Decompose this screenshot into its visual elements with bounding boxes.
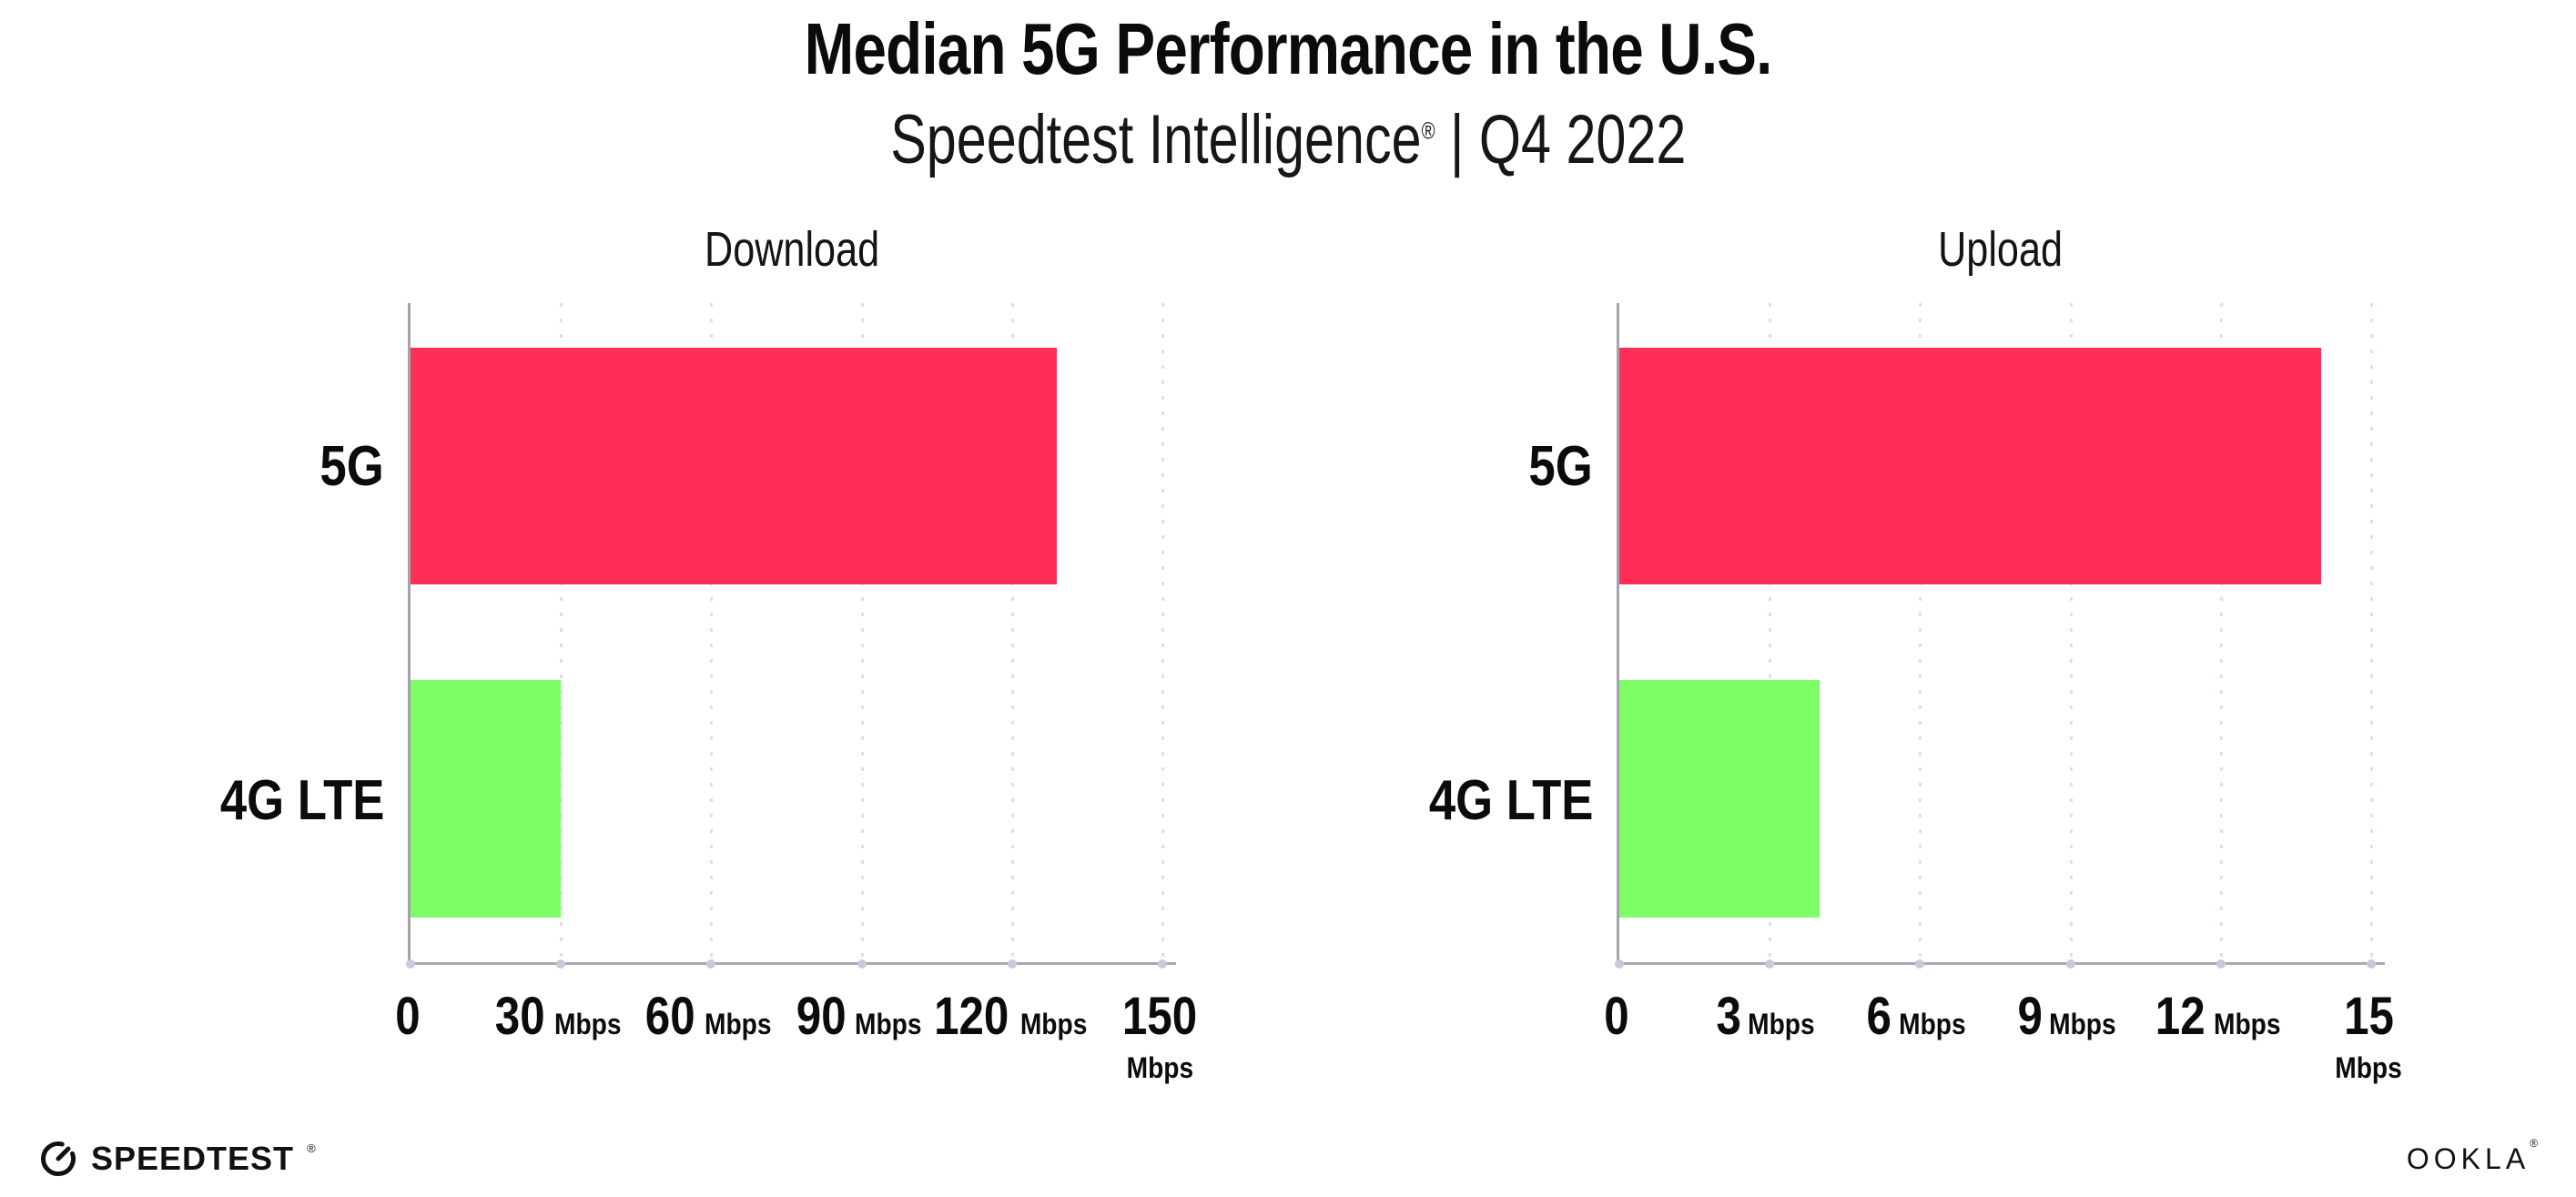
plot-area-upload: [1615, 303, 2385, 969]
axis-tick-dot-60: [706, 959, 716, 969]
x-tick-download-90: 90 Mbps: [792, 987, 927, 1047]
category-label-5g: 5G: [1528, 435, 1593, 499]
x-tick-unit: Mbps: [855, 1008, 922, 1041]
x-tick-unit: Mbps: [553, 1008, 622, 1041]
x-axis-upload: 0 3 Mbps 6 Mbps 9 Mbps 12 Mbps 15Mbps: [1604, 987, 2401, 1123]
plot-area-download: [406, 303, 1176, 969]
x-tick-value: 0: [395, 987, 421, 1047]
download-chart: Download 5G 4G LTE 0 30 Mbps 60 Mbps 90 Mbps 120…: [0, 219, 1288, 1123]
x-tick-upload-9: 9 Mbps: [2015, 987, 2121, 1047]
bar-4g-lte-upload: [1619, 680, 1820, 918]
x-tick-value: 3: [1716, 987, 1742, 1047]
speedtest-registered-mark: ®: [307, 1141, 316, 1155]
bar-5g-upload: [1619, 347, 2321, 585]
x-tick-download-60: 60 Mbps: [641, 987, 776, 1047]
gridline-120: [1010, 303, 1014, 963]
gridline-12: [2219, 303, 2223, 963]
footer: SPEEDTEST ® OOKLA®: [38, 1137, 2538, 1179]
axis-tick-dot-12: [2216, 959, 2226, 969]
x-tick-download-150: 150 Mbps: [1116, 987, 1204, 1085]
speedtest-gauge-icon: [41, 1141, 76, 1176]
x-tick-value: 120: [933, 987, 1009, 1047]
gridline-30: [560, 303, 563, 963]
x-tick-unit: Mbps: [2214, 1008, 2281, 1041]
x-tick-value: 12: [2155, 987, 2206, 1047]
category-label-4g-lte: 4G LTE: [219, 769, 384, 833]
x-tick-download-0: 0: [393, 987, 422, 1047]
axis-tick-dot-9: [2065, 959, 2075, 969]
x-tick-upload-15: 15 Mbps: [2330, 987, 2407, 1085]
y-axis-labels-download: 5G 4G LTE: [135, 303, 408, 965]
x-tick-download-30: 30 Mbps: [491, 987, 625, 1047]
category-label-4g-lte: 4G LTE: [1428, 769, 1593, 833]
x-tick-unit: Mbps: [704, 1008, 772, 1041]
x-tick-value: 60: [645, 987, 696, 1047]
y-axis-labels-upload: 5G 4G LTE: [1344, 303, 1617, 965]
x-axis-download: 0 30 Mbps 60 Mbps 90 Mbps 120 Mbps 150Mbps: [395, 987, 1197, 1123]
gridline-150: [1161, 303, 1164, 963]
header: Median 5G Performance in the U.S. Speedt…: [0, 0, 2576, 181]
gridline-15: [2370, 303, 2373, 963]
ookla-logo: OOKLA®: [2406, 1137, 2538, 1176]
subtitle-brand: Speedtest Intelligence: [889, 101, 1422, 178]
x-tick-value: 9: [2017, 987, 2043, 1047]
axis-tick-dot-15: [2367, 959, 2376, 969]
x-tick-value: 6: [1866, 987, 1892, 1047]
x-tick-value: 0: [1604, 987, 1629, 1047]
x-tick-upload-3: 3 Mbps: [1714, 987, 1820, 1047]
x-tick-unit: Mbps: [2048, 1008, 2116, 1041]
axis-tick-dot-150: [1158, 959, 1167, 969]
axis-tick-dot-0: [406, 959, 415, 969]
subtitle-period: | Q4 2022: [1435, 101, 1687, 178]
x-tick-upload-12: 12 Mbps: [2151, 987, 2286, 1047]
upload-chart-title: Upload: [1938, 222, 2064, 278]
speedtest-logo: SPEEDTEST ®: [38, 1139, 316, 1179]
axis-tick-dot-6: [1915, 959, 1925, 969]
axis-tick-dot-30: [556, 959, 566, 969]
download-chart-title: Download: [704, 222, 880, 278]
subtitle: Speedtest Intelligence® | Q4 2022: [0, 98, 2576, 181]
bar-5g-download: [411, 347, 1058, 585]
category-label-5g: 5G: [319, 435, 384, 499]
x-tick-unit: Mbps: [1019, 1008, 1087, 1041]
x-tick-value: 30: [494, 987, 545, 1047]
gridline-9: [2069, 303, 2073, 963]
registered-mark: ®: [1421, 117, 1435, 145]
x-tick-unit: Mbps: [1898, 1008, 1966, 1041]
main-title: Median 5G Performance in the U.S.: [804, 8, 1773, 89]
x-tick-download-120: 120 Mbps: [928, 987, 1091, 1047]
axis-tick-dot-120: [1007, 959, 1017, 969]
gridline-90: [860, 303, 864, 963]
gridline-60: [710, 303, 714, 963]
x-tick-value: 90: [796, 987, 847, 1047]
upload-chart: Upload 5G 4G LTE 0 3 Mbps 6 Mbps 9 Mbps 12 Mbps 15…: [1288, 219, 2576, 1123]
gridline-6: [1919, 303, 1922, 963]
x-tick-value: 15: [2343, 987, 2394, 1047]
speedtest-wordmark: SPEEDTEST: [91, 1140, 295, 1177]
bar-4g-lte-download: [411, 680, 562, 918]
charts-row: Download 5G 4G LTE 0 30 Mbps 60 Mbps 90 Mbps 120…: [0, 219, 2576, 1123]
x-tick-upload-0: 0: [1602, 987, 1631, 1047]
x-tick-unit: Mbps: [1748, 1008, 1816, 1041]
x-tick-unit: Mbps: [2335, 1051, 2402, 1085]
x-tick-upload-6: 6 Mbps: [1864, 987, 1970, 1047]
axis-tick-dot-90: [857, 959, 867, 969]
x-tick-unit: Mbps: [1126, 1051, 1193, 1085]
axis-tick-dot-0: [1615, 959, 1624, 969]
ookla-registered-mark: ®: [2530, 1136, 2538, 1150]
axis-tick-dot-3: [1765, 959, 1775, 969]
gridline-3: [1769, 303, 1772, 963]
ookla-wordmark: OOKLA: [2406, 1141, 2530, 1175]
x-tick-value: 150: [1121, 987, 1198, 1047]
